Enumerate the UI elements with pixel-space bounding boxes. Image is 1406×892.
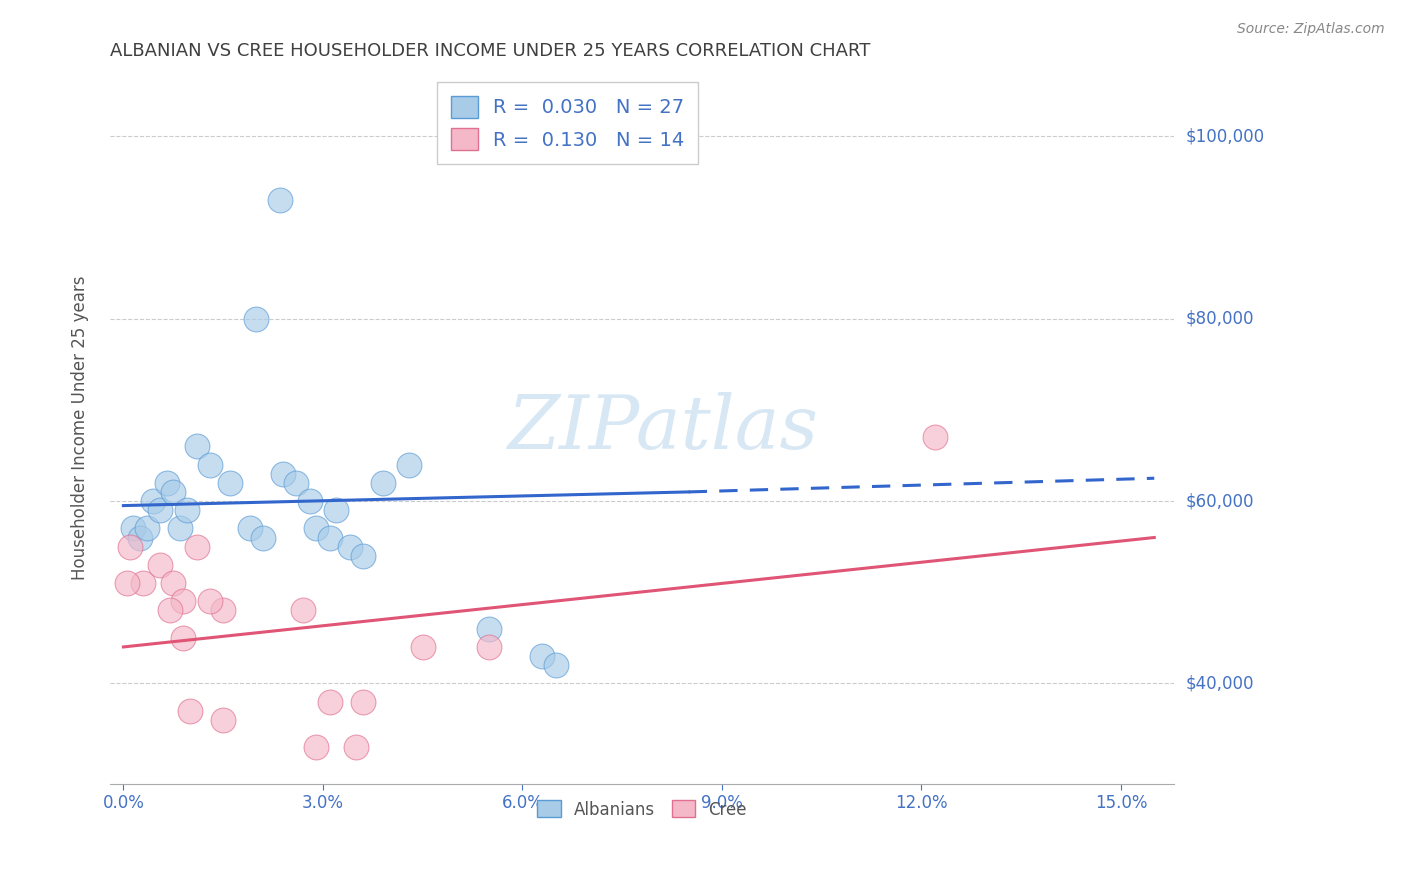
Point bbox=[344, 740, 367, 755]
Point bbox=[155, 475, 177, 490]
Point bbox=[318, 695, 340, 709]
Point bbox=[212, 713, 235, 727]
Point bbox=[159, 603, 181, 617]
Point bbox=[169, 521, 191, 535]
Point bbox=[172, 631, 194, 645]
Point bbox=[271, 467, 294, 481]
Point bbox=[129, 531, 152, 545]
Point bbox=[162, 484, 184, 499]
Point bbox=[371, 475, 394, 490]
Point bbox=[186, 540, 208, 554]
Point bbox=[212, 603, 235, 617]
Point bbox=[398, 458, 420, 472]
Text: $60,000: $60,000 bbox=[1185, 492, 1254, 510]
Point bbox=[269, 193, 291, 207]
Point bbox=[352, 549, 374, 563]
Text: ALBANIAN VS CREE HOUSEHOLDER INCOME UNDER 25 YEARS CORRELATION CHART: ALBANIAN VS CREE HOUSEHOLDER INCOME UNDE… bbox=[110, 42, 870, 60]
Point bbox=[176, 503, 198, 517]
Point bbox=[115, 576, 138, 591]
Point bbox=[305, 740, 328, 755]
Point bbox=[318, 531, 340, 545]
Point bbox=[291, 603, 314, 617]
Point bbox=[142, 494, 165, 508]
Point bbox=[325, 503, 347, 517]
Point bbox=[239, 521, 262, 535]
Text: ZIPatlas: ZIPatlas bbox=[508, 392, 818, 465]
Point bbox=[179, 704, 201, 718]
Point bbox=[924, 430, 946, 444]
Point bbox=[162, 576, 184, 591]
Point bbox=[218, 475, 240, 490]
Point bbox=[544, 658, 567, 673]
Point bbox=[135, 521, 157, 535]
Point bbox=[352, 695, 374, 709]
Point bbox=[132, 576, 155, 591]
Point bbox=[412, 640, 434, 654]
Point bbox=[285, 475, 308, 490]
Point bbox=[186, 439, 208, 453]
Point bbox=[198, 594, 221, 608]
Point bbox=[252, 531, 274, 545]
Point bbox=[122, 521, 145, 535]
Point bbox=[305, 521, 328, 535]
Point bbox=[245, 311, 267, 326]
Point bbox=[298, 494, 321, 508]
Y-axis label: Householder Income Under 25 years: Householder Income Under 25 years bbox=[72, 276, 89, 581]
Text: $80,000: $80,000 bbox=[1185, 310, 1254, 327]
Point bbox=[149, 558, 172, 572]
Point bbox=[172, 594, 194, 608]
Point bbox=[118, 540, 141, 554]
Legend: Albanians, Cree: Albanians, Cree bbox=[530, 794, 754, 825]
Point bbox=[478, 640, 501, 654]
Text: $100,000: $100,000 bbox=[1185, 128, 1264, 145]
Point bbox=[478, 622, 501, 636]
Point bbox=[339, 540, 361, 554]
Point bbox=[531, 648, 554, 663]
Text: $40,000: $40,000 bbox=[1185, 674, 1254, 692]
Text: Source: ZipAtlas.com: Source: ZipAtlas.com bbox=[1237, 22, 1385, 37]
Point bbox=[198, 458, 221, 472]
Point bbox=[149, 503, 172, 517]
